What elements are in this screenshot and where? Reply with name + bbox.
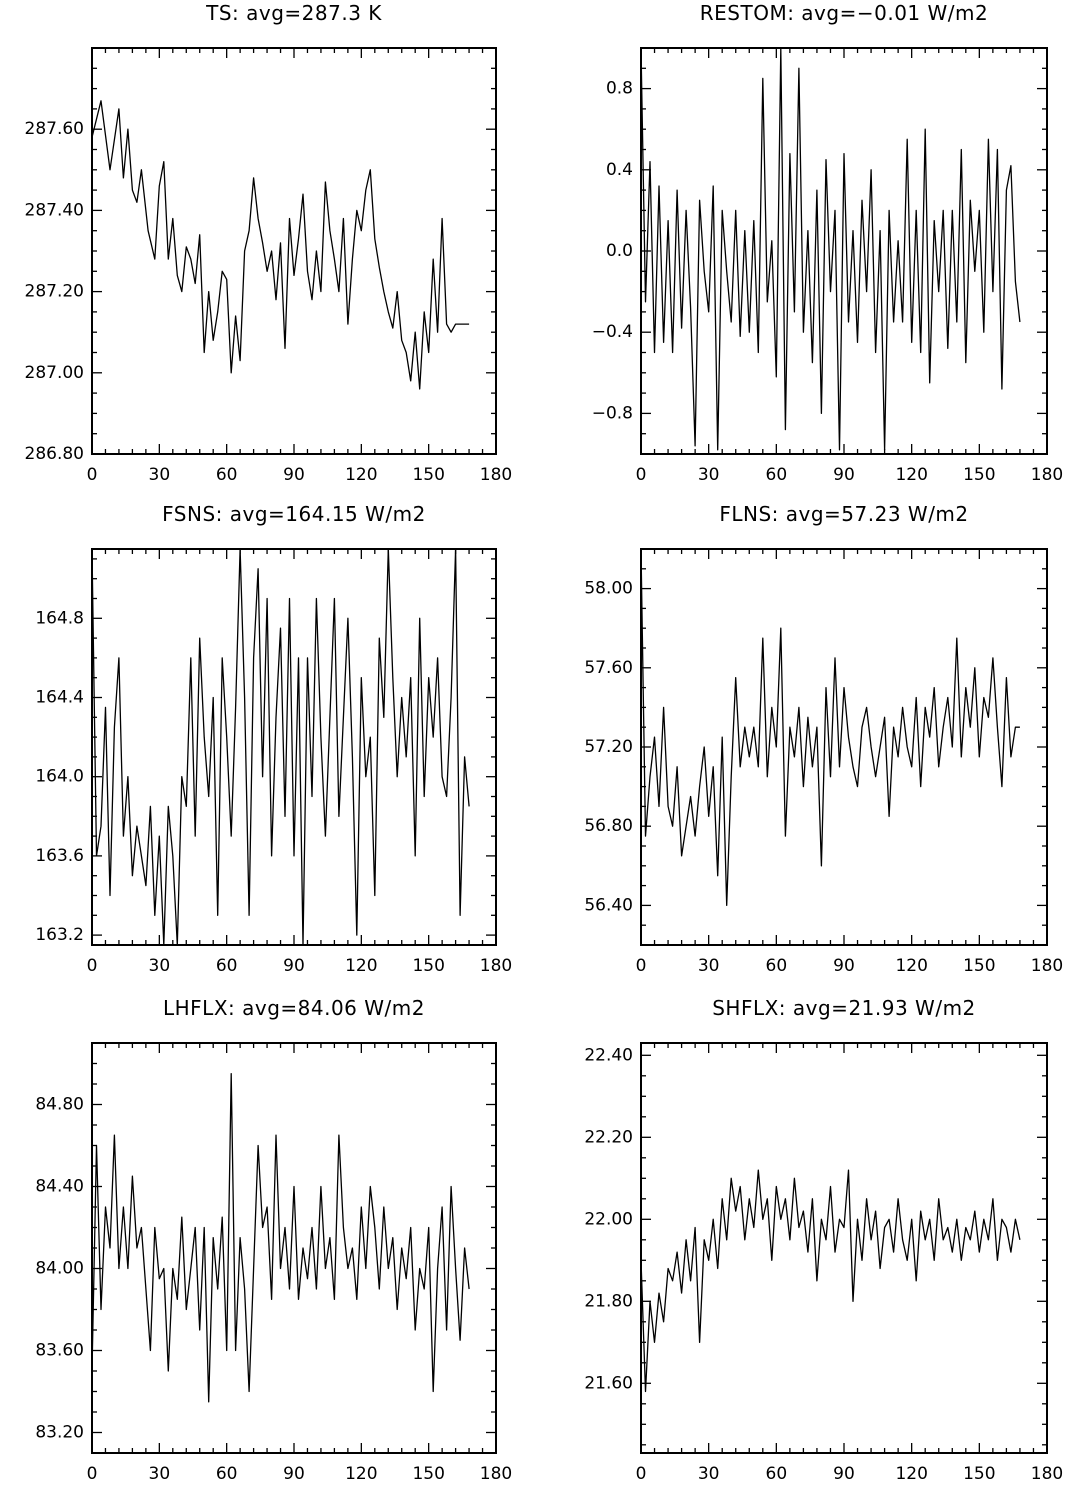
flns-title: FLNS: avg=57.23 W/m2	[719, 502, 968, 526]
fsns-xtick-label: 150	[412, 956, 444, 976]
fsns-series-line	[92, 549, 470, 945]
lhflx-xtick-label: 150	[412, 1464, 444, 1484]
flns-xtick-label: 150	[963, 956, 995, 976]
lhflx-xtick-label: 180	[480, 1464, 512, 1484]
restom-xtick-label: 60	[766, 465, 788, 485]
fsns-ytick-label: 163.6	[35, 846, 84, 866]
shflx-xtick-label: 0	[636, 1464, 647, 1484]
lhflx-ytick-label: 83.60	[35, 1341, 84, 1361]
fsns-xtick-label: 0	[87, 956, 98, 976]
shflx-xtick-label: 90	[833, 1464, 855, 1484]
ts-xtick-label: 90	[283, 465, 305, 485]
fsns-xtick-label: 90	[283, 956, 305, 976]
panel-flns: FLNS: avg=57.23 W/m2 0 30 60 90 120 150 180 56.4…	[584, 502, 1063, 976]
panel-shflx: SHFLX: avg=21.93 W/m2 0 30 60 90 120 150 180 21.…	[584, 996, 1063, 1484]
flns-xtick-label: 180	[1031, 956, 1063, 976]
shflx-ytick-label: 21.60	[584, 1373, 633, 1393]
ts-xtick-label: 60	[216, 465, 238, 485]
fsns-xtick-label: 60	[216, 956, 238, 976]
restom-ytick-label: −0.4	[592, 322, 633, 342]
shflx-xtick-label: 60	[766, 1464, 788, 1484]
restom-ytick-label: 0.0	[606, 241, 633, 261]
lhflx-plot-frame	[91, 1042, 497, 1454]
fsns-ytick-label: 164.4	[35, 688, 84, 708]
lhflx-series-line	[92, 1073, 470, 1403]
flns-ytick-label: 57.20	[584, 737, 633, 757]
ts-series-line	[92, 100, 470, 390]
shflx-plot-frame	[640, 1042, 1048, 1454]
flns-ytick-label: 56.80	[584, 816, 633, 836]
lhflx-xtick-label: 120	[345, 1464, 377, 1484]
flns-xtick-label: 30	[698, 956, 720, 976]
restom-xtick-label: 150	[963, 465, 995, 485]
shflx-xtick-label: 150	[963, 1464, 995, 1484]
flns-plot-frame	[640, 548, 1048, 946]
panel-restom: RESTOM: avg=−0.01 W/m2 0 30 60 90 120 150 180 −0…	[592, 1, 1064, 485]
restom-xtick-label: 30	[698, 465, 720, 485]
ts-ytick-label: 286.80	[25, 444, 84, 464]
lhflx-ytick-label: 84.80	[35, 1095, 84, 1115]
flns-xtick-label: 120	[895, 956, 927, 976]
restom-xtick-label: 90	[833, 465, 855, 485]
lhflx-title: LHFLX: avg=84.06 W/m2	[163, 996, 425, 1020]
lhflx-ytick-label: 83.20	[35, 1423, 84, 1443]
restom-ytick-label: 0.4	[606, 160, 633, 180]
ts-title: TS: avg=287.3 K	[205, 1, 382, 25]
flns-xtick-label: 0	[636, 956, 647, 976]
fsns-xtick-label: 180	[480, 956, 512, 976]
flns-xtick-label: 90	[833, 956, 855, 976]
shflx-ytick-label: 21.80	[584, 1291, 633, 1311]
fsns-title: FSNS: avg=164.15 W/m2	[162, 502, 426, 526]
flns-series-line	[641, 549, 1020, 907]
shflx-xtick-label: 120	[895, 1464, 927, 1484]
lhflx-ytick-label: 84.40	[35, 1177, 84, 1197]
shflx-title: SHFLX: avg=21.93 W/m2	[712, 996, 976, 1020]
fsns-xtick-label: 30	[149, 956, 171, 976]
panel-lhflx: LHFLX: avg=84.06 W/m2 0 30 60 90 120 150 180 83.…	[35, 996, 512, 1484]
ts-ytick-label: 287.60	[25, 119, 84, 139]
restom-ytick-label: −0.8	[592, 403, 633, 423]
fsns-plot-frame	[91, 548, 497, 946]
lhflx-xtick-label: 30	[149, 1464, 171, 1484]
ts-xtick-label: 150	[412, 465, 444, 485]
shflx-xtick-label: 180	[1031, 1464, 1063, 1484]
ts-xtick-label: 0	[87, 465, 98, 485]
shflx-xtick-label: 30	[698, 1464, 720, 1484]
panel-ts: TS: avg=287.3 K 0 30 60 90 120 150 180 286.80 287…	[25, 1, 513, 485]
restom-xtick-label: 0	[636, 465, 647, 485]
flns-ytick-label: 57.60	[584, 658, 633, 678]
restom-xtick-label: 120	[895, 465, 927, 485]
restom-xtick-label: 180	[1031, 465, 1063, 485]
fsns-ytick-label: 164.0	[35, 767, 84, 787]
flns-xtick-label: 60	[766, 956, 788, 976]
ts-xtick-label: 180	[480, 465, 512, 485]
lhflx-xtick-label: 90	[283, 1464, 305, 1484]
fsns-ytick-label: 164.8	[35, 608, 84, 628]
lhflx-xtick-label: 0	[87, 1464, 98, 1484]
flns-ytick-label: 58.00	[584, 579, 633, 599]
ts-xtick-label: 120	[345, 465, 377, 485]
flns-ytick-label: 56.40	[584, 895, 633, 915]
ts-xtick-label: 30	[149, 465, 171, 485]
shflx-ytick-label: 22.40	[584, 1045, 633, 1065]
shflx-ytick-label: 22.20	[584, 1127, 633, 1147]
restom-title: RESTOM: avg=−0.01 W/m2	[700, 1, 988, 25]
ts-ytick-label: 287.20	[25, 282, 84, 302]
shflx-series-line	[641, 1169, 1021, 1393]
fsns-xtick-label: 120	[345, 956, 377, 976]
lhflx-xtick-label: 60	[216, 1464, 238, 1484]
shflx-ytick-label: 22.00	[584, 1209, 633, 1229]
lhflx-ytick-label: 84.00	[35, 1259, 84, 1279]
ts-ytick-label: 287.00	[25, 363, 84, 383]
restom-ytick-label: 0.8	[606, 79, 633, 99]
fsns-ytick-label: 163.2	[35, 925, 84, 945]
restom-series-line	[641, 48, 1021, 451]
ts-ytick-label: 287.40	[25, 200, 84, 220]
panel-fsns: FSNS: avg=164.15 W/m2 0 30 60 90 120 150 180 163…	[35, 502, 512, 976]
